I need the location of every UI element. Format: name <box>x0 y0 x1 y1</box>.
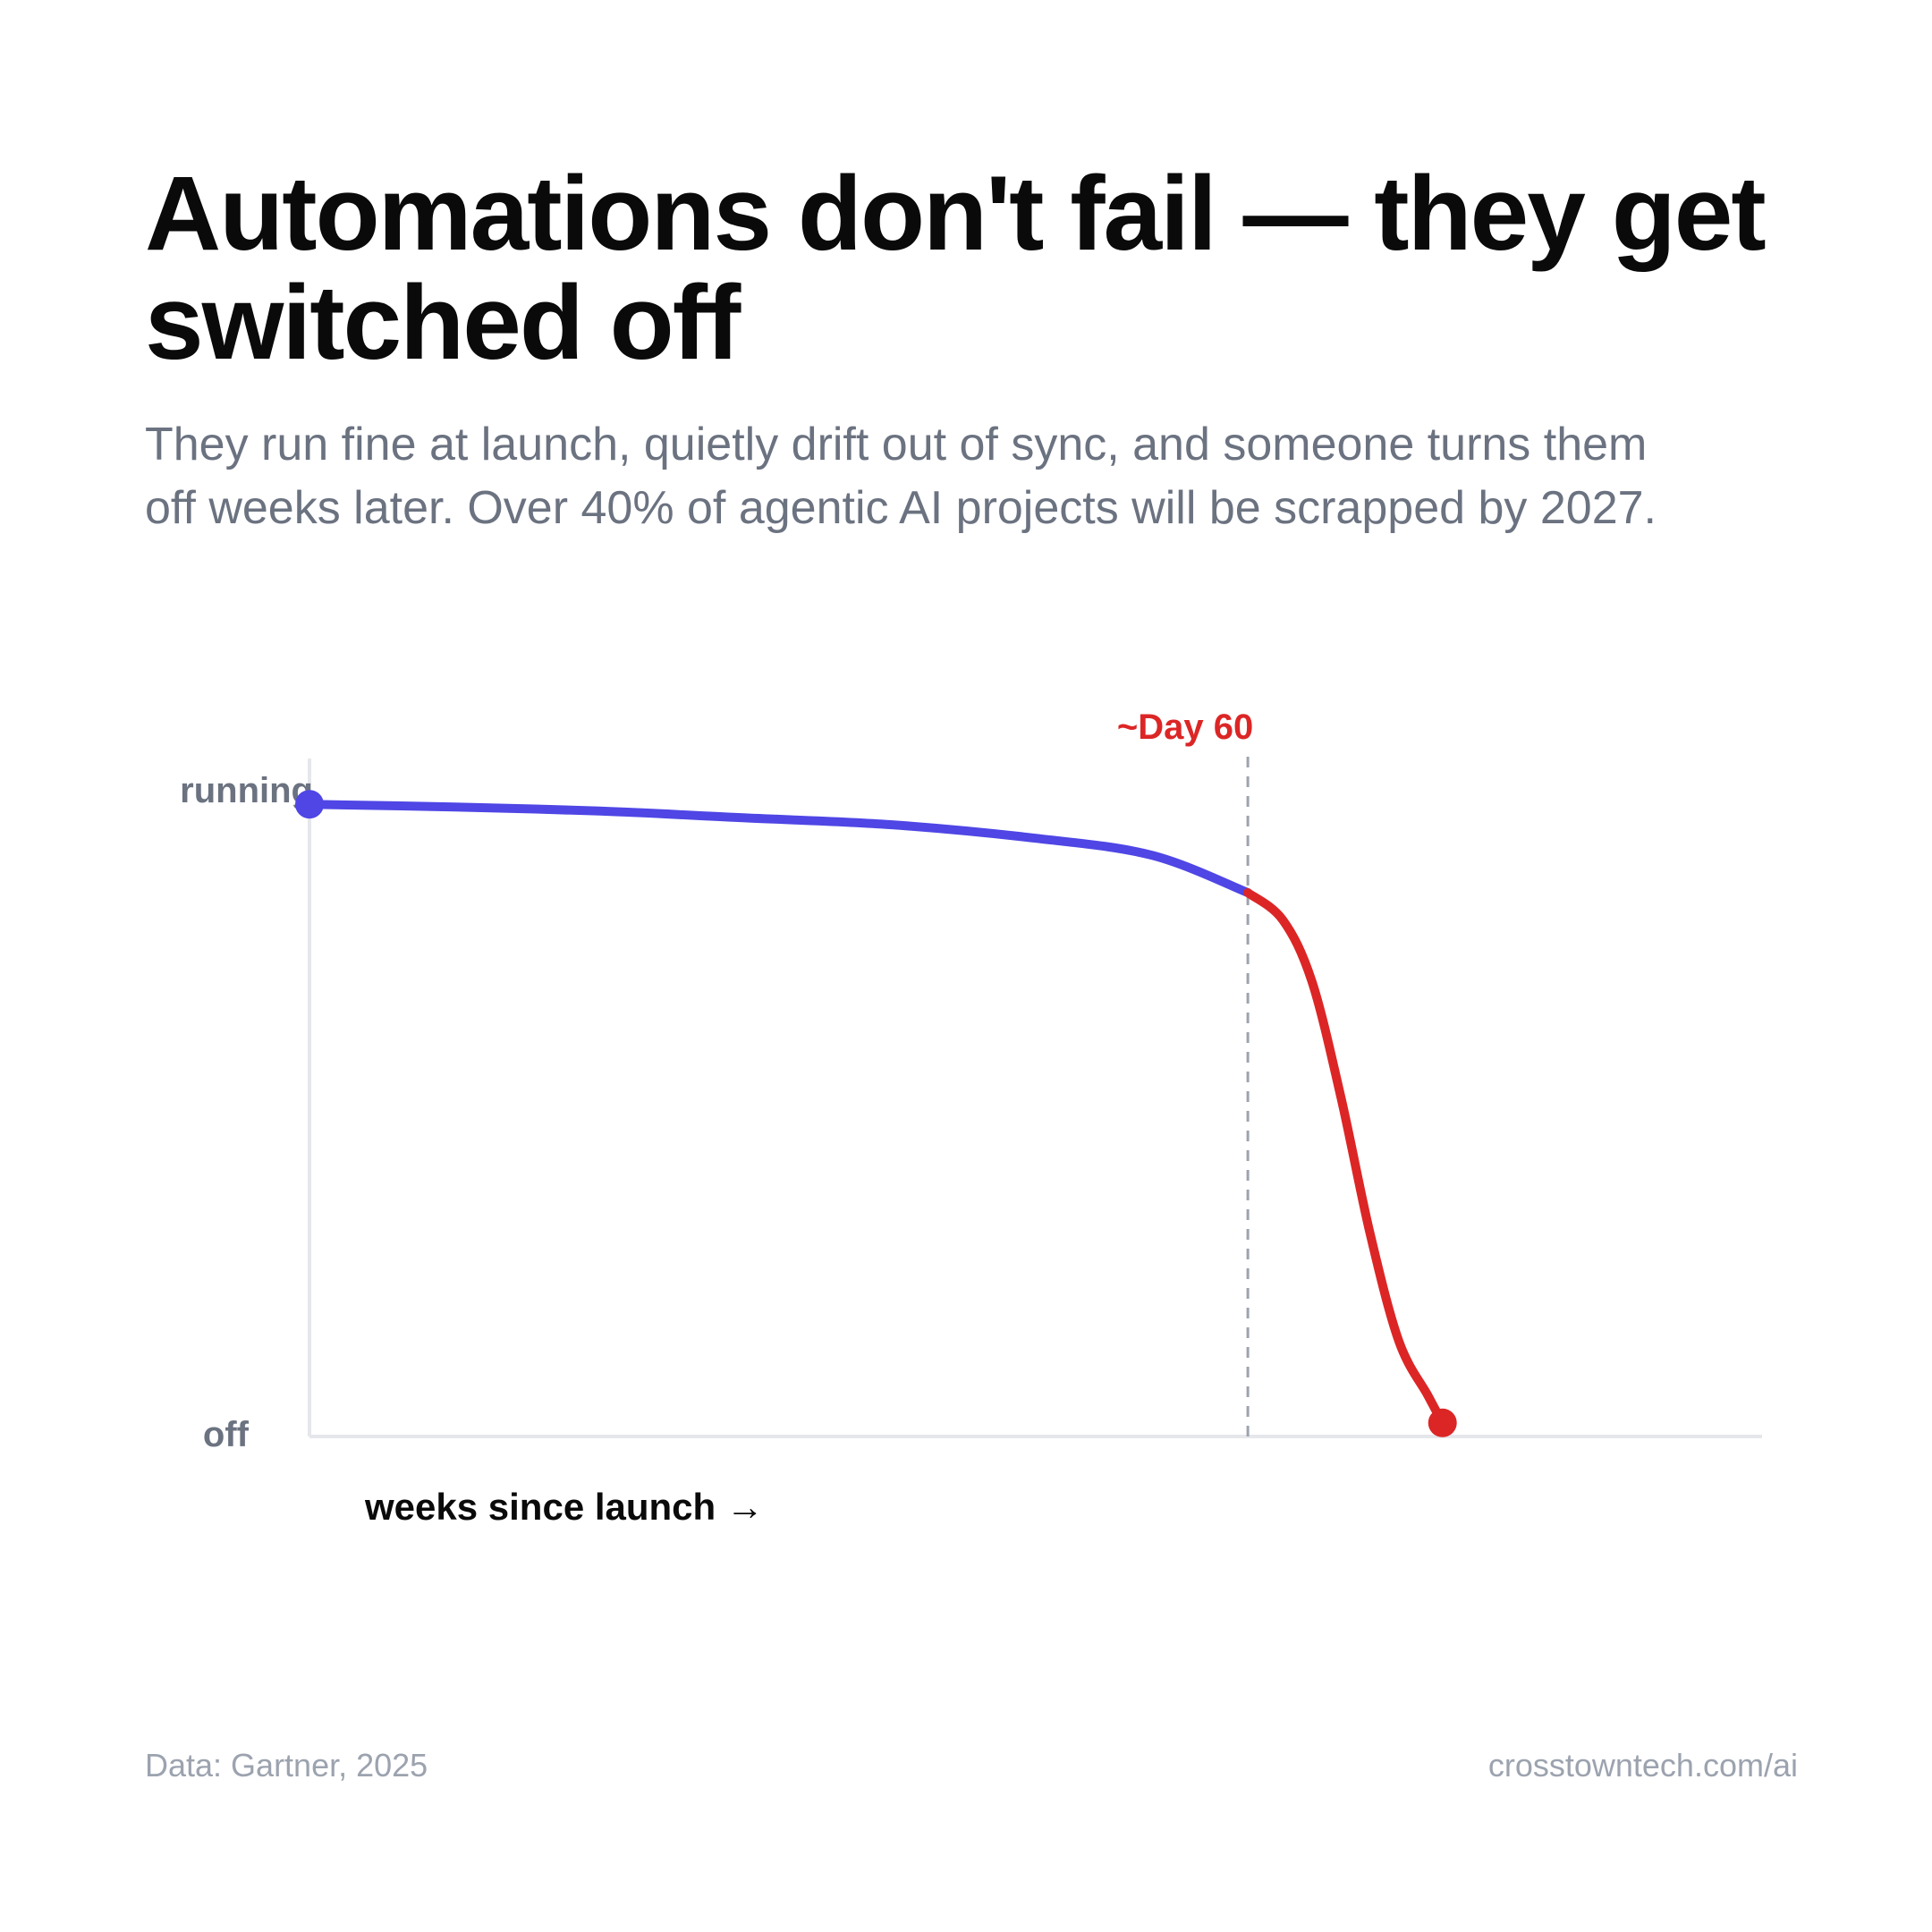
source-note: Data: Gartner, 2025 <box>145 1747 428 1784</box>
start-point <box>295 790 324 819</box>
x-axis-label: weeks since launch → <box>364 1486 764 1528</box>
endpoint-layer <box>295 790 1457 1437</box>
y-tick-labels: running off <box>180 771 313 1454</box>
day60-marker-label: ~Day 60 <box>1117 708 1253 747</box>
y-tick-label-off: off <box>203 1415 250 1454</box>
y-tick-label-running: running <box>180 771 313 810</box>
end-point <box>1428 1408 1457 1437</box>
axes <box>308 758 1762 1438</box>
page-subtitle: They run fine at launch, quietly drift o… <box>145 419 1657 534</box>
dropoff-series-line <box>1243 888 1447 1428</box>
running-series-line <box>305 800 1253 897</box>
site-link[interactable]: crosstowntech.com/ai <box>1487 1747 1798 1784</box>
page-title: Automations don't fail — they get switch… <box>145 155 1767 382</box>
series-layer <box>305 800 1447 1428</box>
